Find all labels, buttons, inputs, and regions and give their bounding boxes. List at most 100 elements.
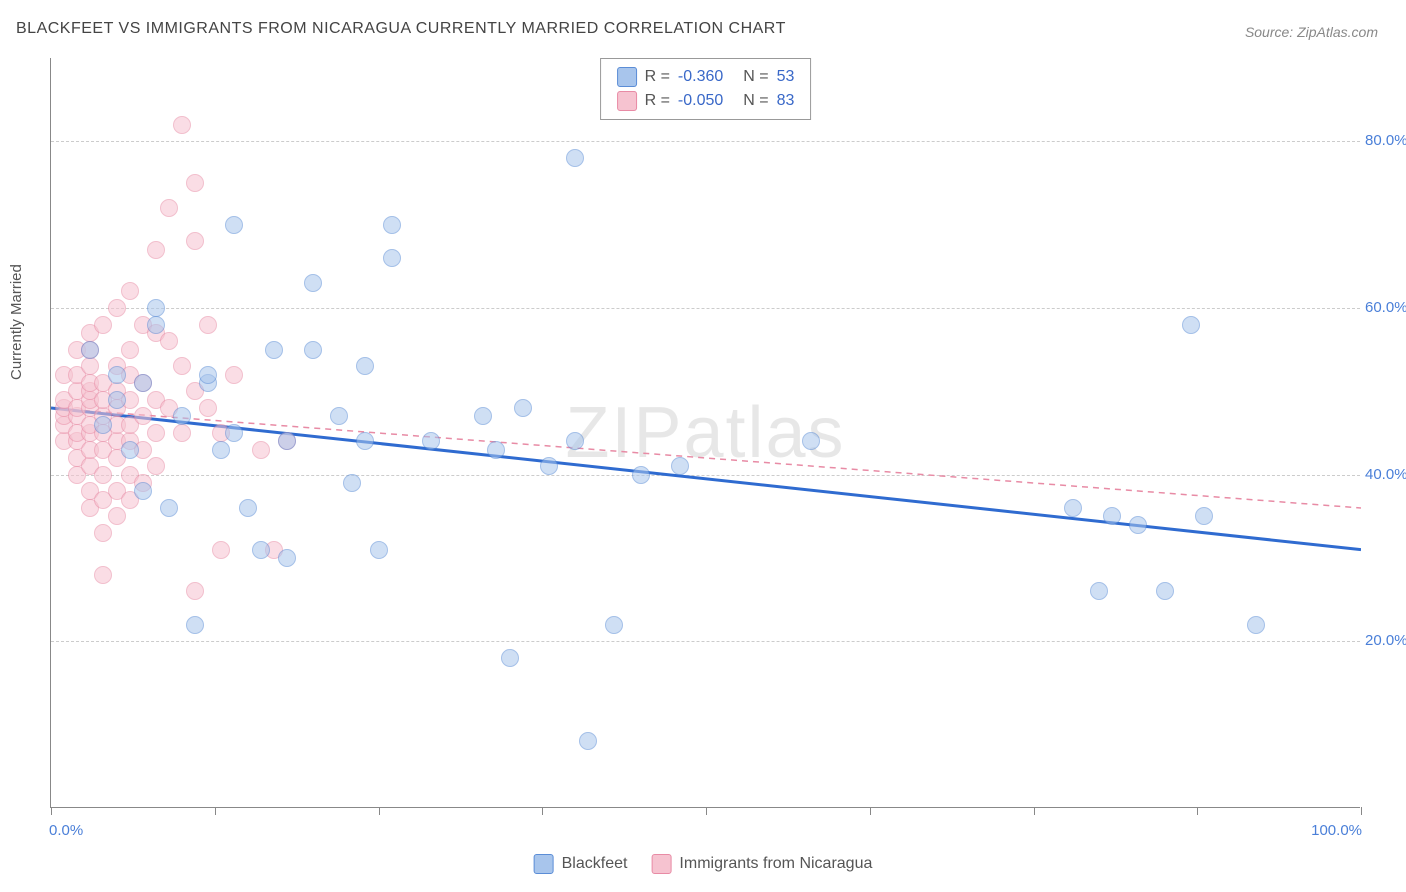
scatter-point [487,441,505,459]
scatter-point [186,174,204,192]
swatch-blue-icon [534,854,554,874]
scatter-point [81,341,99,359]
n-label: N = [743,89,768,113]
scatter-point [330,407,348,425]
n-label: N = [743,65,768,89]
scatter-point [160,199,178,217]
chart-title: BLACKFEET VS IMMIGRANTS FROM NICARAGUA C… [16,20,786,38]
r-label: R = [645,89,670,113]
plot-area: ZIPatlas 20.0%40.0%60.0%80.0% 0.0% 100.0… [50,58,1360,808]
scatter-point [370,541,388,559]
scatter-point [474,407,492,425]
scatter-point [1103,507,1121,525]
x-tick [215,807,216,815]
scatter-point [1090,582,1108,600]
swatch-pink-icon [617,91,637,111]
scatter-point [605,616,623,634]
scatter-point [212,541,230,559]
scatter-point [94,416,112,434]
scatter-point [186,582,204,600]
swatch-pink-icon [651,854,671,874]
scatter-point [501,649,519,667]
x-tick [542,807,543,815]
scatter-point [147,457,165,475]
scatter-point [579,732,597,750]
scatter-point [108,366,126,384]
scatter-point [1064,499,1082,517]
scatter-point [383,216,401,234]
gridline [51,475,1360,476]
scatter-point [134,374,152,392]
scatter-point [173,357,191,375]
gridline [51,641,1360,642]
r-label: R = [645,65,670,89]
scatter-point [199,316,217,334]
legend-item-blackfeet: Blackfeet [534,854,628,874]
scatter-point [173,116,191,134]
x-min-label: 0.0% [49,822,83,839]
r-value-pink: -0.050 [678,89,723,113]
scatter-point [186,232,204,250]
scatter-point [225,216,243,234]
scatter-point [304,274,322,292]
scatter-point [1195,507,1213,525]
scatter-point [134,482,152,500]
scatter-point [94,524,112,542]
scatter-point [225,424,243,442]
scatter-point [566,432,584,450]
x-tick [1034,807,1035,815]
n-value-pink: 83 [777,89,795,113]
y-tick-label: 40.0% [1365,466,1406,483]
scatter-point [356,432,374,450]
scatter-point [514,399,532,417]
scatter-point [134,407,152,425]
x-tick [706,807,707,815]
scatter-point [356,357,374,375]
scatter-point [121,341,139,359]
scatter-point [632,466,650,484]
scatter-point [671,457,689,475]
scatter-point [147,241,165,259]
scatter-point [540,457,558,475]
scatter-point [199,399,217,417]
scatter-point [265,341,283,359]
scatter-point [343,474,361,492]
scatter-point [108,391,126,409]
scatter-point [147,424,165,442]
scatter-point [278,432,296,450]
scatter-point [225,366,243,384]
scatter-point [422,432,440,450]
scatter-point [147,299,165,317]
scatter-point [199,366,217,384]
scatter-point [160,332,178,350]
scatter-point [239,499,257,517]
scatter-point [147,316,165,334]
correlation-row-blue: R = -0.360 N = 53 [617,65,795,89]
scatter-point [173,424,191,442]
scatter-point [252,541,270,559]
swatch-blue-icon [617,67,637,87]
scatter-point [383,249,401,267]
legend-item-nicaragua: Immigrants from Nicaragua [651,854,872,874]
series-legend: Blackfeet Immigrants from Nicaragua [534,854,873,874]
scatter-point [1182,316,1200,334]
x-tick [1361,807,1362,815]
scatter-point [160,499,178,517]
scatter-point [108,507,126,525]
scatter-point [173,407,191,425]
x-tick [1197,807,1198,815]
gridline [51,141,1360,142]
y-tick-label: 60.0% [1365,299,1406,316]
x-tick [870,807,871,815]
scatter-point [1129,516,1147,534]
trend-lines [51,58,1361,808]
y-tick-label: 20.0% [1365,632,1406,649]
scatter-point [212,441,230,459]
x-tick [379,807,380,815]
scatter-point [252,441,270,459]
scatter-point [802,432,820,450]
scatter-point [121,282,139,300]
source-attribution: Source: ZipAtlas.com [1245,24,1378,40]
scatter-point [304,341,322,359]
scatter-point [108,299,126,317]
